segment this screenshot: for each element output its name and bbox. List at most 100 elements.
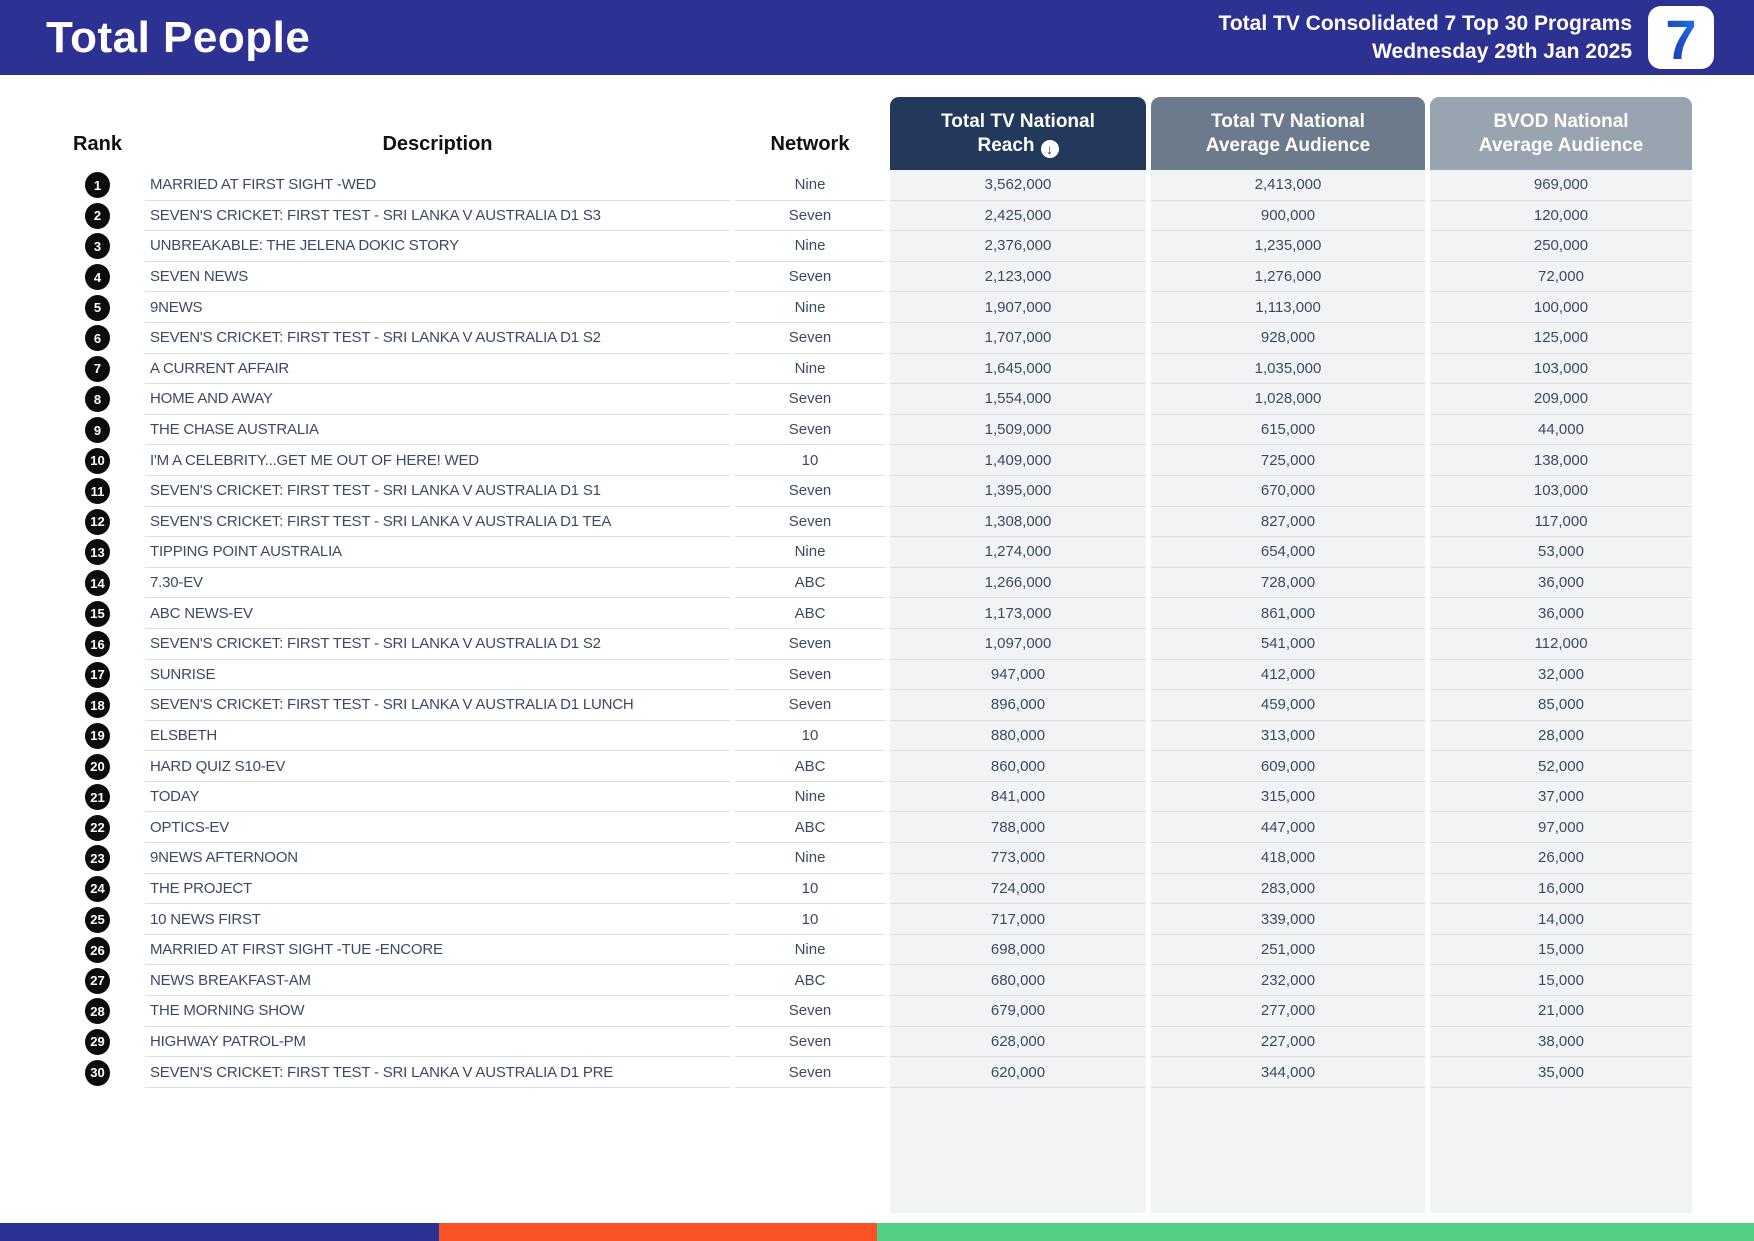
bvod-average-cell: 138,000 (1430, 445, 1692, 476)
total-tv-reach-cell: 880,000 (890, 720, 1146, 752)
program-description-cell: THE MORNING SHOW (145, 996, 730, 1027)
page-title: Total People (46, 12, 311, 62)
bvod-average-cell: 53,000 (1430, 537, 1692, 568)
table-row: 29 HIGHWAY PATROL-PM Seven 628,000 227,0… (55, 1026, 1692, 1058)
rank-badge: 7 (85, 355, 110, 382)
bvod-average-cell: 16,000 (1430, 873, 1692, 905)
rank-badge: 20 (85, 753, 110, 780)
top-30-programs-table: Rank Description Network Total TV Nation… (50, 97, 1697, 1213)
footer-bar (0, 1223, 1754, 1241)
bvod-average-cell: 103,000 (1430, 475, 1692, 507)
total-tv-reach-cell: 860,000 (890, 751, 1146, 782)
sort-descending-icon: ↓ (1040, 139, 1059, 158)
table-body: 1 MARRIED AT FIRST SIGHT -WED Nine 3,562… (55, 170, 1692, 1088)
table-row: 27 NEWS BREAKFAST-AM ABC 680,000 232,000… (55, 965, 1692, 997)
rank-badge: 13 (85, 539, 110, 566)
total-tv-reach-cell: 2,376,000 (890, 231, 1146, 262)
rank-badge: 5 (85, 294, 110, 321)
bvod-average-cell: 36,000 (1430, 567, 1692, 599)
network-cell: 10 (735, 874, 885, 905)
rank-badge: 21 (85, 784, 110, 811)
table-row: 21 TODAY Nine 841,000 315,000 37,000 (55, 781, 1692, 813)
network-cell: Seven (735, 476, 885, 507)
total-tv-reach-cell: 1,409,000 (890, 445, 1146, 476)
table-row: 16 SEVEN'S CRICKET: FIRST TEST - SRI LAN… (55, 628, 1692, 660)
total-tv-average-cell: 1,113,000 (1151, 292, 1425, 323)
bvod-average-cell: 35,000 (1430, 1057, 1692, 1088)
bvod-header-line2: Average Audience (1478, 134, 1644, 156)
total-tv-average-cell: 827,000 (1151, 506, 1425, 538)
table-row: 10 I'M A CELEBRITY...GET ME OUT OF HERE!… (55, 445, 1692, 476)
rank-cell: 22 (55, 812, 140, 843)
bvod-average-cell: 117,000 (1430, 506, 1692, 538)
rank-cell: 14 (55, 568, 140, 599)
total-tv-average-cell: 1,028,000 (1151, 384, 1425, 415)
total-tv-reach-cell: 1,395,000 (890, 475, 1146, 507)
total-tv-average-cell: 339,000 (1151, 904, 1425, 935)
footer-bar-segment-blue (0, 1223, 439, 1241)
rank-badge: 28 (85, 998, 110, 1025)
bvod-average-cell: 103,000 (1430, 353, 1692, 385)
program-description-cell: HIGHWAY PATROL-PM (145, 1027, 730, 1058)
bvod-average-cell: 120,000 (1430, 200, 1692, 232)
network-cell: ABC (735, 751, 885, 782)
table-row: 30 SEVEN'S CRICKET: FIRST TEST - SRI LAN… (55, 1057, 1692, 1088)
rank-cell: 24 (55, 874, 140, 905)
program-description-cell: SEVEN'S CRICKET: FIRST TEST - SRI LANKA … (145, 629, 730, 660)
network-cell: Nine (735, 231, 885, 262)
table-row: 25 10 NEWS FIRST 10 717,000 339,000 14,0… (55, 904, 1692, 935)
table-row: 20 HARD QUIZ S10-EV ABC 860,000 609,000 … (55, 751, 1692, 782)
report-date: Wednesday 29th Jan 2025 (1372, 39, 1632, 63)
network-cell: Nine (735, 843, 885, 874)
total-tv-reach-cell: 1,097,000 (890, 628, 1146, 660)
rank-badge: 29 (85, 1028, 110, 1055)
rank-cell: 23 (55, 843, 140, 874)
network-cell: 10 (735, 904, 885, 935)
program-description-cell: THE PROJECT (145, 874, 730, 905)
bvod-average-cell: 209,000 (1430, 384, 1692, 415)
total-tv-average-cell: 725,000 (1151, 445, 1425, 476)
rank-cell: 20 (55, 751, 140, 782)
total-tv-average-cell: 313,000 (1151, 720, 1425, 752)
seven-logo-glyph: 7 (1665, 8, 1696, 68)
program-description-cell: I'M A CELEBRITY...GET ME OUT OF HERE! WE… (145, 445, 730, 476)
total-tv-average-cell: 1,276,000 (1151, 261, 1425, 293)
program-description-cell: SUNRISE (145, 660, 730, 691)
total-tv-reach-cell: 717,000 (890, 904, 1146, 935)
rank-badge: 16 (85, 631, 110, 658)
rank-badge: 30 (85, 1059, 110, 1086)
total-tv-average-cell: 344,000 (1151, 1057, 1425, 1088)
total-tv-reach-cell: 1,274,000 (890, 537, 1146, 568)
total-tv-average-cell: 418,000 (1151, 843, 1425, 874)
network-cell: Seven (735, 996, 885, 1027)
rank-cell: 1 (55, 170, 140, 201)
network-cell: Nine (735, 170, 885, 201)
program-description-cell: A CURRENT AFFAIR (145, 354, 730, 385)
rank-cell: 19 (55, 721, 140, 752)
total-tv-average-cell: 227,000 (1151, 1026, 1425, 1058)
column-header-total-tv-reach: Total TV National Reach ↓ (890, 97, 1146, 170)
total-tv-reach-cell: 773,000 (890, 843, 1146, 874)
table-header-row: Rank Description Network Total TV Nation… (55, 97, 1692, 170)
total-tv-average-cell: 315,000 (1151, 781, 1425, 813)
total-tv-reach-cell: 1,707,000 (890, 322, 1146, 354)
bvod-average-cell: 15,000 (1430, 965, 1692, 997)
table-row: 19 ELSBETH 10 880,000 313,000 28,000 (55, 720, 1692, 752)
rank-badge: 27 (85, 967, 110, 994)
bvod-average-cell: 36,000 (1430, 598, 1692, 629)
program-description-cell: THE CHASE AUSTRALIA (145, 415, 730, 446)
rank-badge: 2 (85, 202, 110, 229)
rank-badge: 1 (85, 172, 110, 199)
program-description-cell: SEVEN'S CRICKET: FIRST TEST - SRI LANKA … (145, 690, 730, 721)
bvod-average-cell: 969,000 (1430, 170, 1692, 201)
bvod-average-cell: 21,000 (1430, 996, 1692, 1027)
total-tv-average-cell: 728,000 (1151, 567, 1425, 599)
bvod-average-cell: 14,000 (1430, 904, 1692, 935)
column-header-network: Network (770, 133, 850, 155)
network-cell: Seven (735, 507, 885, 538)
seven-network-logo: 7 (1648, 6, 1714, 69)
rank-badge: 4 (85, 264, 110, 291)
total-tv-reach-cell: 947,000 (890, 659, 1146, 691)
footer-bar-segment-orange (438, 1223, 877, 1241)
total-tv-average-cell: 232,000 (1151, 965, 1425, 997)
